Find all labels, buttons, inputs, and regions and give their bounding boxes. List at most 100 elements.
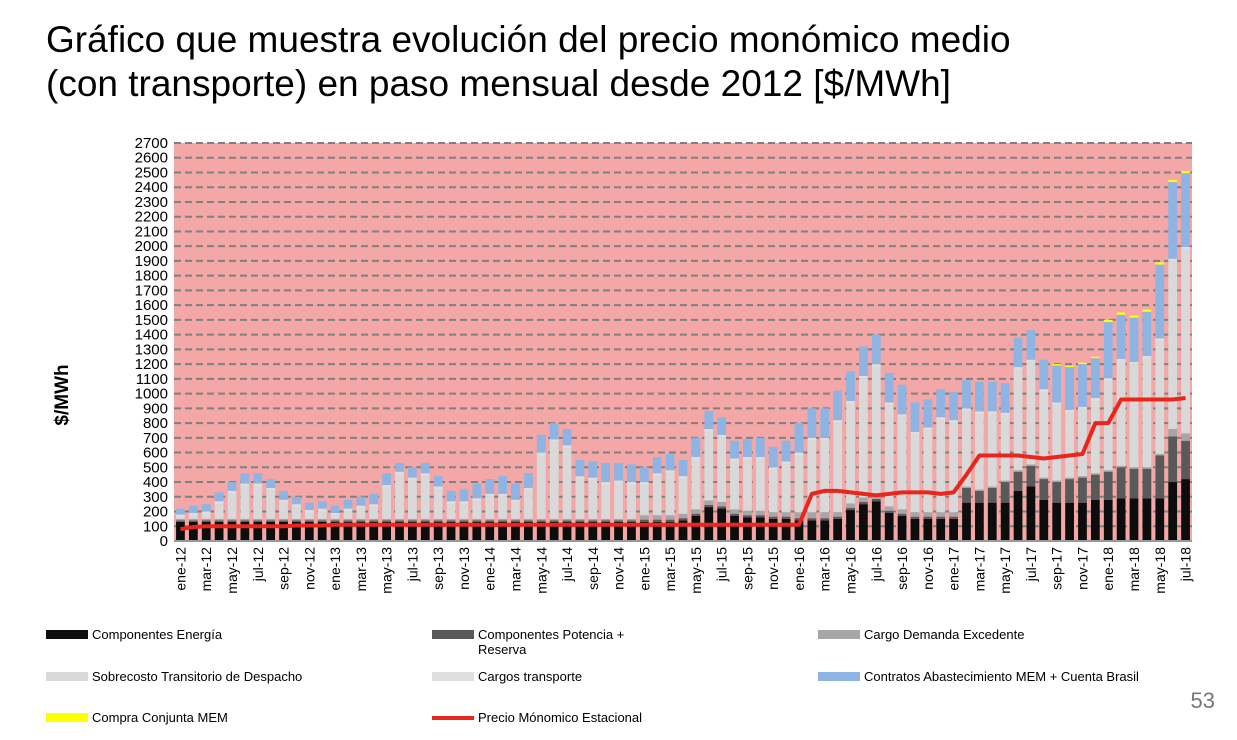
bar-segment xyxy=(227,518,237,521)
bar-segment xyxy=(420,476,430,519)
y-tick-label: 2000 xyxy=(135,238,168,255)
bar-segment xyxy=(652,476,662,516)
bar-segment xyxy=(523,520,533,522)
bar-segment xyxy=(1000,383,1010,413)
y-tick-label: 500 xyxy=(143,459,168,476)
bar-segment xyxy=(884,405,894,507)
bar-segment xyxy=(343,521,353,541)
bar-segment xyxy=(292,520,301,522)
bar-segment xyxy=(304,510,314,513)
bar-segment xyxy=(420,473,430,477)
bar-segment xyxy=(1013,367,1023,371)
bar-segment xyxy=(1155,338,1165,342)
legend-swatch xyxy=(818,630,860,639)
bar-segment xyxy=(498,518,507,521)
bar-segment xyxy=(781,464,791,513)
bar-segment xyxy=(408,480,417,519)
bar-segment xyxy=(987,486,997,488)
bar-segment xyxy=(304,520,314,522)
bar-segment xyxy=(408,518,417,521)
bar-segment xyxy=(1168,436,1178,483)
bar-segment xyxy=(897,513,907,516)
bar-segment xyxy=(639,467,649,483)
bar-segment xyxy=(459,489,469,502)
bar-segment xyxy=(201,514,211,519)
x-tick-label: mar-18 xyxy=(1126,547,1142,592)
bar-segment xyxy=(820,440,830,513)
bar-segment xyxy=(292,521,301,541)
bar-segment xyxy=(923,516,933,519)
legend-swatch xyxy=(46,713,88,722)
bar-segment xyxy=(1116,498,1126,541)
bar-segment xyxy=(859,346,868,376)
bar-segment xyxy=(214,520,224,522)
bar-segment xyxy=(1129,498,1139,541)
bar-segment xyxy=(1039,359,1049,390)
bar-segment xyxy=(704,500,714,505)
bar-segment xyxy=(949,518,958,541)
bar-segment xyxy=(820,512,830,519)
bar-segment xyxy=(433,476,443,487)
bar-segment xyxy=(549,423,559,440)
bar-segment xyxy=(665,454,675,471)
x-tick-label: jul-14 xyxy=(559,547,575,582)
bar-segment xyxy=(652,515,662,520)
bar-segment xyxy=(1000,412,1010,416)
x-tick-label: sep-12 xyxy=(276,547,292,590)
bar-segment xyxy=(936,518,946,541)
bar-segment xyxy=(846,400,855,404)
bar-segment xyxy=(1168,179,1178,183)
bar-segment xyxy=(936,512,946,517)
bar-segment xyxy=(962,502,971,541)
bar-segment xyxy=(1078,364,1087,407)
bar-segment xyxy=(846,371,855,401)
bar-segment xyxy=(343,520,353,522)
x-tick-label: mar-12 xyxy=(198,547,214,592)
bar-segment xyxy=(859,497,868,502)
bar-segment xyxy=(395,471,404,475)
y-tick-label: 300 xyxy=(143,489,168,506)
bar-segment xyxy=(781,518,791,541)
bar-segment xyxy=(343,518,353,521)
bar-segment xyxy=(1103,319,1113,323)
x-tick-label: may-15 xyxy=(688,547,704,594)
legend-swatch xyxy=(432,672,474,681)
bar-segment xyxy=(833,518,843,541)
bar-segment xyxy=(704,411,714,429)
bar-segment xyxy=(794,452,804,456)
bar-segment xyxy=(1129,361,1139,365)
bar-segment xyxy=(536,452,546,456)
bar-segment xyxy=(536,520,546,522)
bar-segment xyxy=(859,375,868,379)
bar-segment xyxy=(781,516,791,519)
bar-segment xyxy=(1000,480,1010,483)
bar-segment xyxy=(768,516,778,519)
bar-segment xyxy=(1129,315,1139,318)
bar-segment xyxy=(1181,173,1190,247)
x-tick-label: nov-13 xyxy=(456,547,472,590)
bar-segment xyxy=(910,516,920,519)
bar-segment xyxy=(459,521,469,541)
legend-item-potencia: Componentes Potencia + Reserva xyxy=(432,627,648,657)
y-tick-label: 700 xyxy=(143,430,168,447)
bar-segment xyxy=(639,521,649,541)
bar-segment xyxy=(188,520,198,522)
bar-segment xyxy=(420,521,430,541)
bar-segment xyxy=(1181,246,1190,250)
bar-segment xyxy=(781,461,791,465)
bar-segment xyxy=(408,477,417,481)
bar-segment xyxy=(987,381,997,412)
y-tick-label: 1100 xyxy=(136,371,168,388)
y-tick-label: 0 xyxy=(160,533,168,550)
x-tick-label: mar-15 xyxy=(662,547,678,592)
bar-segment xyxy=(807,512,817,519)
bar-segment xyxy=(614,520,623,522)
bar-segment xyxy=(1168,182,1178,259)
y-tick-label: 1800 xyxy=(135,268,168,285)
bar-segment xyxy=(1155,454,1165,456)
bar-segment xyxy=(820,518,830,521)
bar-segment xyxy=(408,521,417,541)
bar-segment xyxy=(987,502,997,541)
bar-segment xyxy=(1155,498,1165,541)
bar-segment xyxy=(498,521,507,541)
